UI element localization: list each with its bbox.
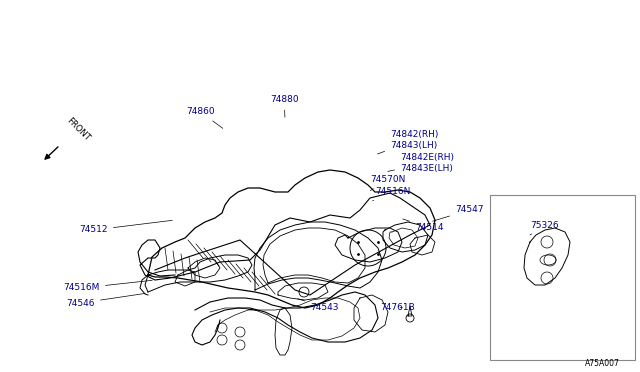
Text: 74546: 74546 xyxy=(67,294,145,308)
Text: A75A007: A75A007 xyxy=(585,359,620,368)
Bar xyxy=(490,195,635,360)
Circle shape xyxy=(406,314,414,322)
Text: FRONT: FRONT xyxy=(65,116,92,143)
Text: 74543: 74543 xyxy=(298,299,339,311)
Text: 74860: 74860 xyxy=(186,108,223,128)
Text: 74512: 74512 xyxy=(79,220,172,234)
Text: 74516N: 74516N xyxy=(372,187,410,201)
Text: 74514: 74514 xyxy=(403,219,444,232)
Text: 74880: 74880 xyxy=(270,96,299,117)
Text: 74570N: 74570N xyxy=(370,176,405,190)
Text: 74842E(RH)
74843E(LH): 74842E(RH) 74843E(LH) xyxy=(388,153,454,173)
Text: 74516M: 74516M xyxy=(63,280,152,292)
Text: 75326: 75326 xyxy=(530,221,559,235)
Text: 74761B: 74761B xyxy=(380,304,415,312)
Text: 74547: 74547 xyxy=(433,205,483,221)
Text: 74842(RH)
74843(LH): 74842(RH) 74843(LH) xyxy=(378,130,438,154)
